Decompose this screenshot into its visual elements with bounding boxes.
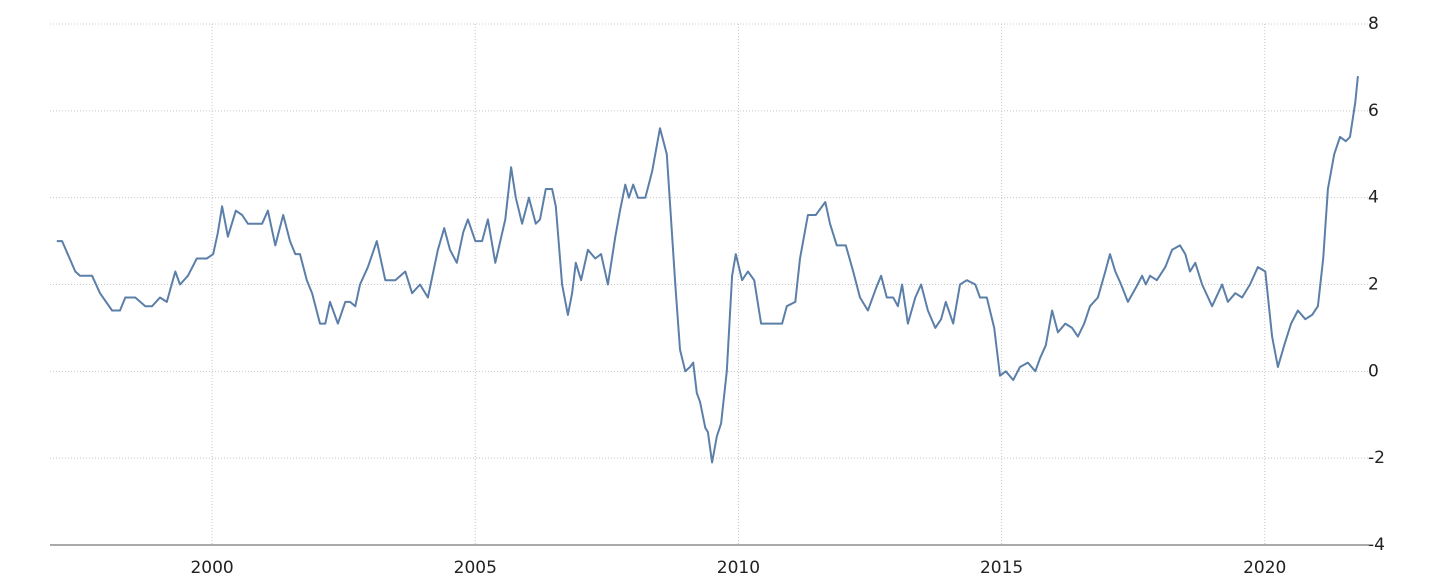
y-tick-label: -4 — [1368, 535, 1385, 555]
y-tick-label: 2 — [1368, 275, 1379, 295]
x-tick-label: 2020 — [1243, 558, 1286, 578]
y-tick-label: 4 — [1368, 188, 1379, 208]
x-tick-label: 2010 — [717, 558, 760, 578]
x-tick-label: 2005 — [454, 558, 497, 578]
line-series — [56, 76, 1359, 464]
x-tick-label: 2015 — [980, 558, 1023, 578]
y-tick-label: -2 — [1368, 448, 1385, 468]
y-tick-label: 6 — [1368, 101, 1379, 121]
y-tick-label: 0 — [1368, 361, 1379, 381]
y-tick-label: 8 — [1368, 14, 1379, 34]
x-tick-label: 2000 — [190, 558, 233, 578]
